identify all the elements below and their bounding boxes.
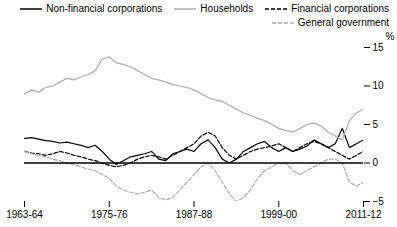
svg-text:1987-88: 1987-88 <box>176 209 213 220</box>
svg-text:0: 0 <box>373 157 379 168</box>
svg-text:1975-76: 1975-76 <box>91 209 128 220</box>
html-text:Financial corporations: Financial corporations <box>291 3 389 14</box>
svg-text:−5: −5 <box>373 196 385 207</box>
html-text:General government: General government <box>297 17 389 28</box>
svg-text:%: % <box>386 31 395 42</box>
svg-text:5: 5 <box>373 119 379 130</box>
svg-text:2011-12: 2011-12 <box>346 209 382 220</box>
svg-text:10: 10 <box>373 80 385 91</box>
svg-text:1999-00: 1999-00 <box>260 209 297 220</box>
html-text:Households: Households <box>200 3 254 14</box>
svg-text:1963-64: 1963-64 <box>6 209 43 220</box>
svg-text:15: 15 <box>373 42 385 53</box>
html-text:Non-financial corporations: Non-financial corporations <box>46 3 163 14</box>
